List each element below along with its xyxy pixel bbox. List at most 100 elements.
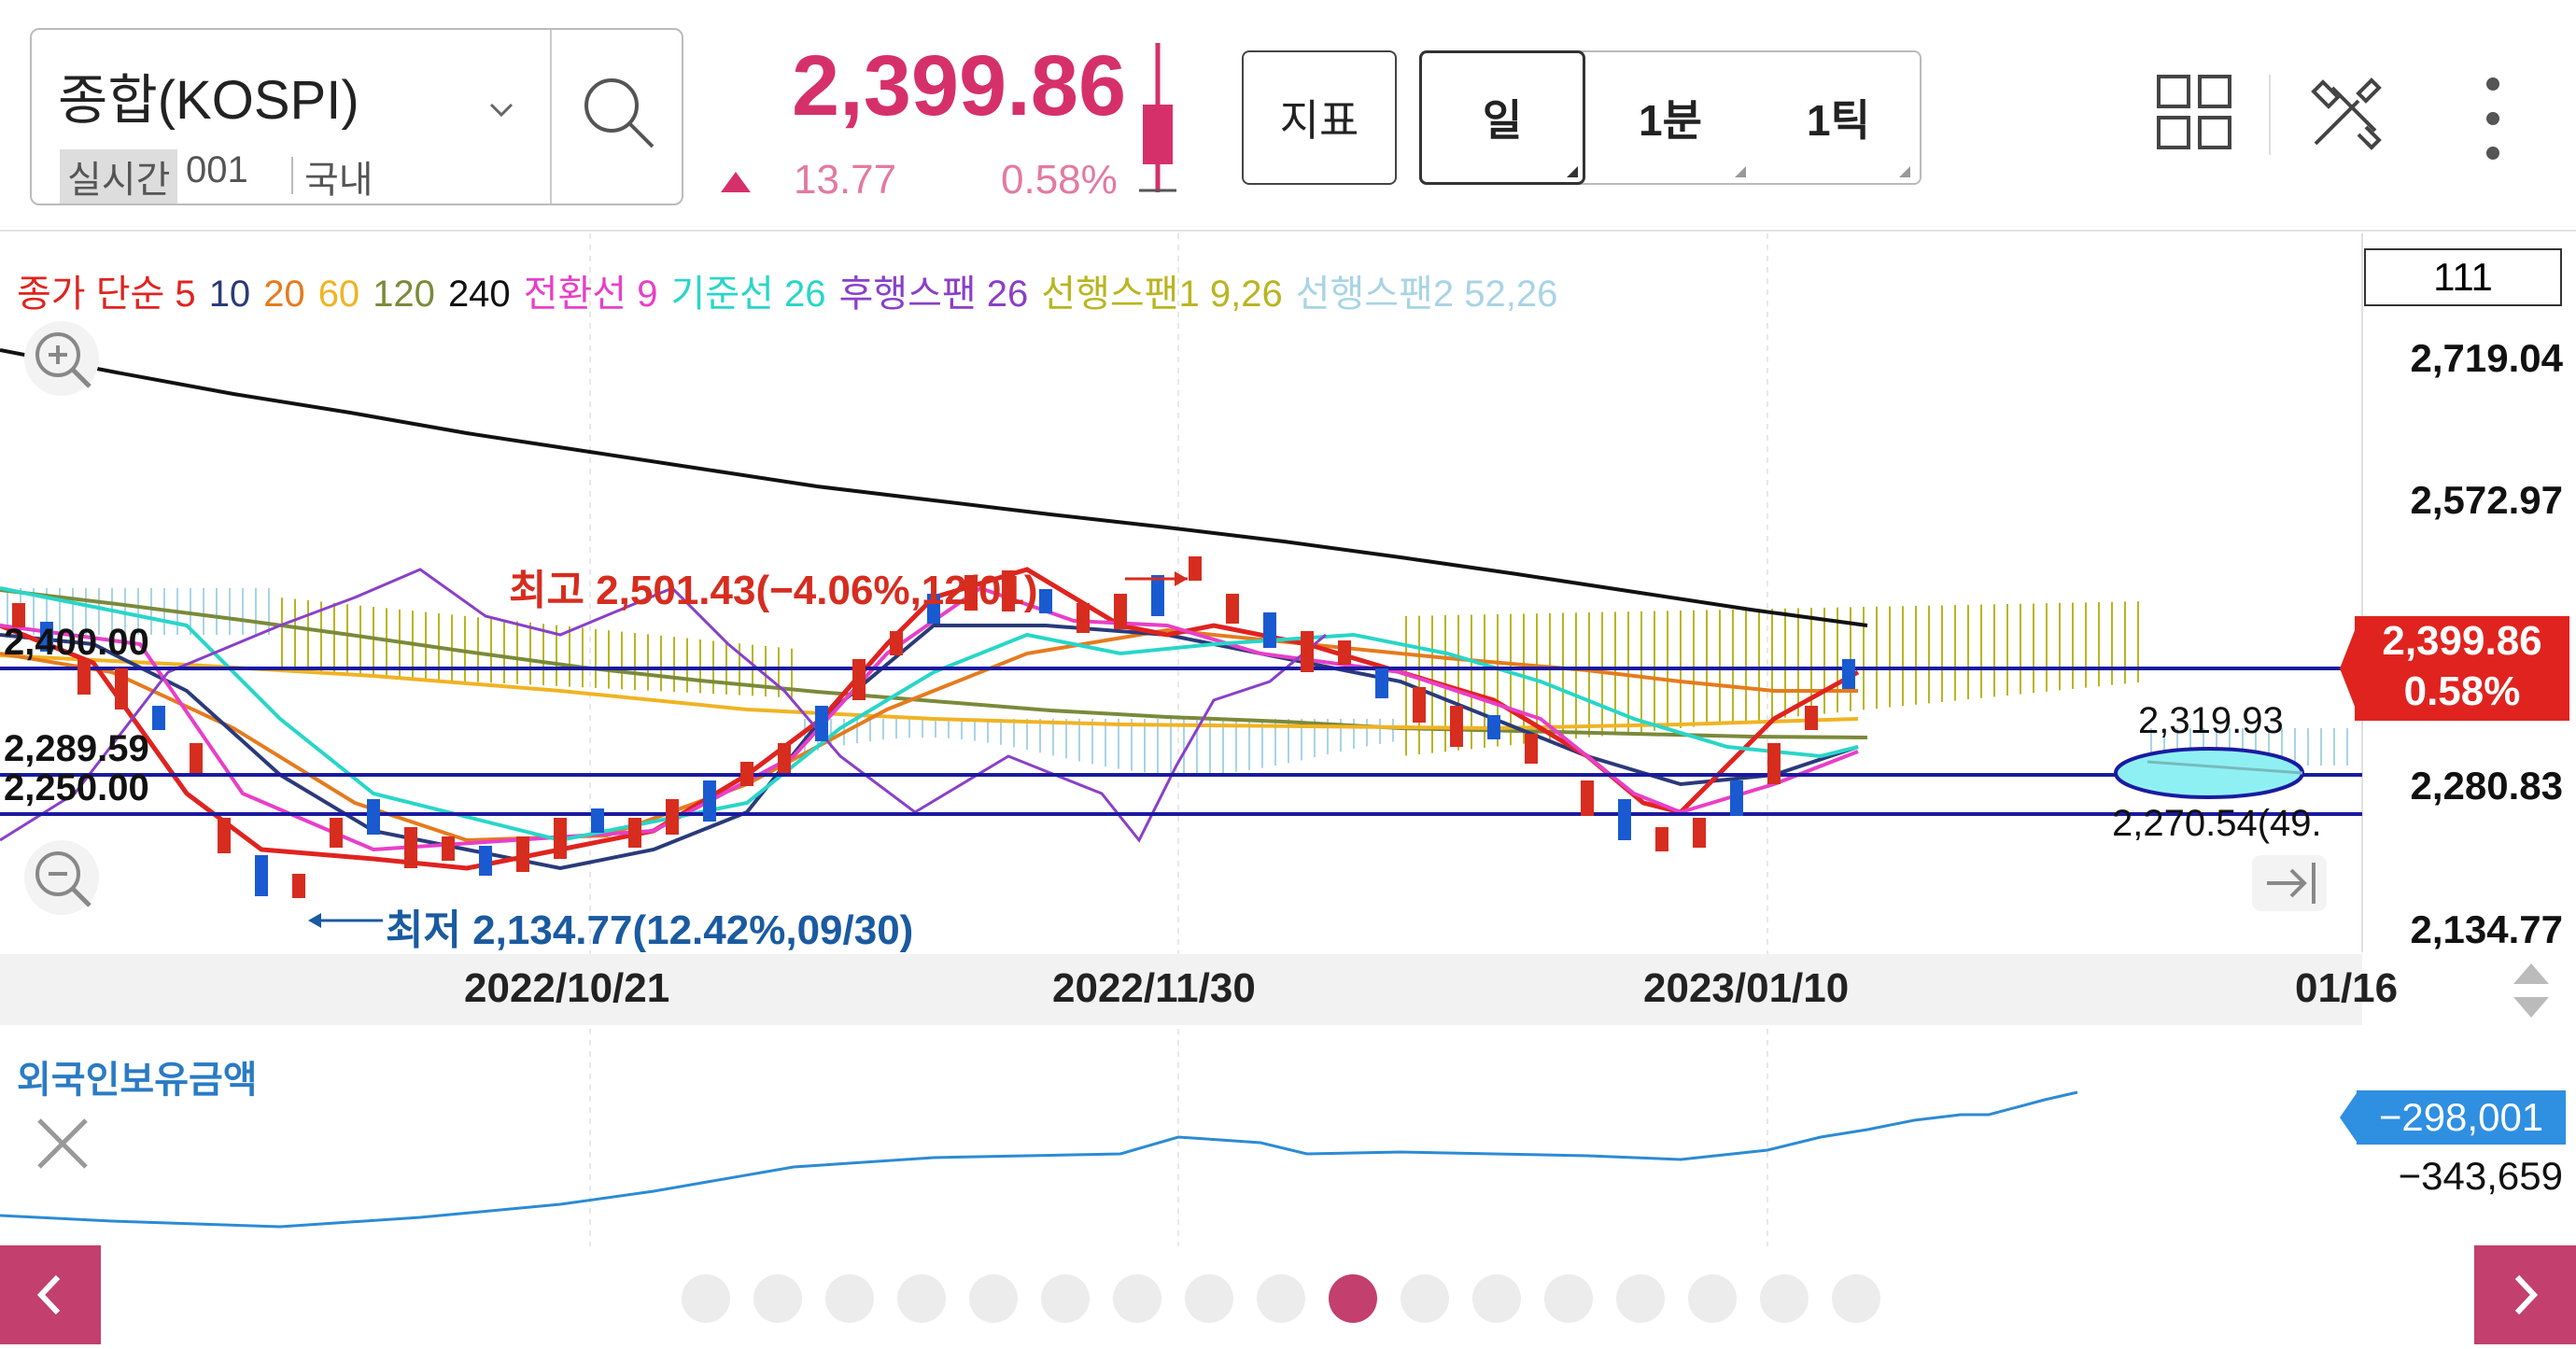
market-label: 국내 [304, 160, 373, 201]
candle [1805, 706, 1818, 730]
price-chart[interactable] [0, 233, 2576, 1246]
legend-item[interactable]: 종가 단순 5 [17, 274, 196, 315]
page-dot[interactable] [753, 1274, 802, 1323]
legend-item[interactable]: 선행스팬1 9,26 [1041, 274, 1283, 315]
candle [591, 808, 604, 833]
candle [115, 668, 128, 710]
legend-item[interactable]: 240 [447, 274, 511, 315]
candle [12, 603, 25, 627]
grid-layout-icon[interactable] [2157, 75, 2231, 149]
candle [554, 818, 567, 859]
candle [1002, 570, 1015, 611]
corner-mark [1735, 166, 1746, 177]
close-icon[interactable] [34, 1115, 91, 1173]
candle [77, 659, 91, 695]
scroll-arrows-icon[interactable] [2508, 962, 2555, 1019]
legend-item[interactable]: 전환선 9 [523, 274, 658, 315]
conversion-line [0, 585, 1859, 852]
page-dot[interactable] [1472, 1274, 1521, 1323]
page-dot[interactable] [897, 1274, 946, 1323]
zoom-in-icon[interactable] [24, 321, 99, 396]
legend-item[interactable]: 10 [208, 274, 251, 315]
page-dot[interactable] [1544, 1274, 1593, 1323]
candle [1077, 603, 1090, 633]
foreign-holding-line [0, 1090, 2078, 1229]
candle [628, 818, 641, 848]
page-dot[interactable] [1185, 1274, 1233, 1323]
current-price: 2,399.86 [792, 38, 1127, 133]
legend-item[interactable]: 선행스팬2 52,26 [1295, 274, 1558, 315]
x-tick: 01/16 [2295, 965, 2399, 1011]
x-tick: 2022/11/30 [1052, 965, 1256, 1011]
level-label-2289: 2,289.59 [4, 728, 149, 769]
x-tick: 2023/01/10 [1643, 965, 1850, 1011]
y-tick: 2,134.77 [2410, 907, 2564, 951]
tab-period-1tick[interactable]: 1틱 [1807, 96, 1870, 145]
page-dot[interactable] [682, 1274, 730, 1323]
target-low-label: 2,270.54(49. [2112, 803, 2322, 844]
candle [815, 706, 828, 741]
candle [1189, 556, 1202, 581]
ma-20-line [0, 627, 1858, 843]
high-annotation: 최고 2,501.43(−4.06%,12/01) [509, 568, 1038, 613]
sub-chart-title: 외국인보유금액 [17, 1060, 258, 1101]
tools-icon[interactable] [2306, 75, 2385, 153]
page-dot[interactable] [1041, 1274, 1090, 1323]
page-dot[interactable] [969, 1274, 1018, 1323]
legend-item[interactable]: 120 [373, 274, 435, 315]
next-page-button[interactable] [2474, 1245, 2576, 1344]
candle [740, 762, 753, 786]
legend-item[interactable]: 기준선 26 [670, 274, 826, 315]
page-dot[interactable] [1832, 1274, 1880, 1323]
current-price-flag-value: 2,399.86 [2382, 618, 2542, 664]
y-tick: 2,572.97 [2410, 478, 2564, 522]
level-label-2250: 2,250.00 [4, 767, 149, 808]
page-dot[interactable] [1760, 1274, 1809, 1323]
header-divider [0, 230, 2576, 232]
mini-candle-icon [1139, 43, 1176, 192]
chevron-down-icon[interactable] [487, 95, 515, 123]
candle [1263, 612, 1276, 648]
low-arrow-head [308, 913, 321, 928]
price-change: 13.77 [794, 157, 897, 203]
page-dot[interactable] [1616, 1274, 1665, 1323]
indicator-button[interactable]: 지표 [1242, 50, 1397, 185]
legend-item[interactable]: 20 [263, 274, 305, 315]
tab-period-1min[interactable]: 1분 [1639, 96, 1702, 145]
flag-notch [2340, 1090, 2358, 1145]
indicator-legend[interactable]: 종가 단순 5 10 20 60 120 240 전환선 9 기준선 26 후행스팬 26 선행스… [17, 263, 1570, 317]
page-dot[interactable] [1401, 1274, 1449, 1323]
candle [255, 855, 268, 896]
page-dot[interactable] [1113, 1274, 1161, 1323]
prev-page-button[interactable] [0, 1245, 101, 1344]
ma-10-line [0, 624, 1859, 871]
search-icon[interactable] [578, 72, 662, 156]
tab-period-day[interactable]: 일 [1419, 50, 1585, 185]
candle [218, 818, 231, 853]
candle [1114, 594, 1127, 629]
zoom-out-icon[interactable] [24, 840, 99, 915]
candle [778, 743, 791, 773]
level-label-2400: 2,400.00 [4, 622, 149, 663]
candle [852, 659, 866, 700]
candle-count[interactable]: 111 [2364, 248, 2562, 306]
sub-y-tick: −343,659 [2398, 1154, 2563, 1198]
target-high-label: 2,319.93 [2138, 700, 2284, 741]
scroll-to-end-icon[interactable] [2252, 855, 2327, 911]
candle [1525, 734, 1538, 764]
candle [1413, 687, 1426, 723]
page-dot[interactable] [1688, 1274, 1737, 1323]
page-dot[interactable] [825, 1274, 874, 1323]
more-icon[interactable] [2482, 77, 2504, 161]
legend-item[interactable]: 후행스팬 26 [838, 274, 1029, 315]
page-dot[interactable] [1257, 1274, 1305, 1323]
page-dot[interactable] [1329, 1274, 1377, 1323]
x-tick: 2022/10/21 [464, 965, 670, 1011]
ma-5-line [0, 567, 1860, 871]
legend-item[interactable]: 60 [317, 274, 360, 315]
candle [190, 743, 203, 773]
symbol-name: 종합(KOSPI) [58, 70, 359, 131]
candle [1618, 799, 1631, 840]
symbol-selector[interactable]: 종합(KOSPI) 실시간 001 국내 [30, 28, 683, 205]
base-line [0, 586, 1859, 843]
